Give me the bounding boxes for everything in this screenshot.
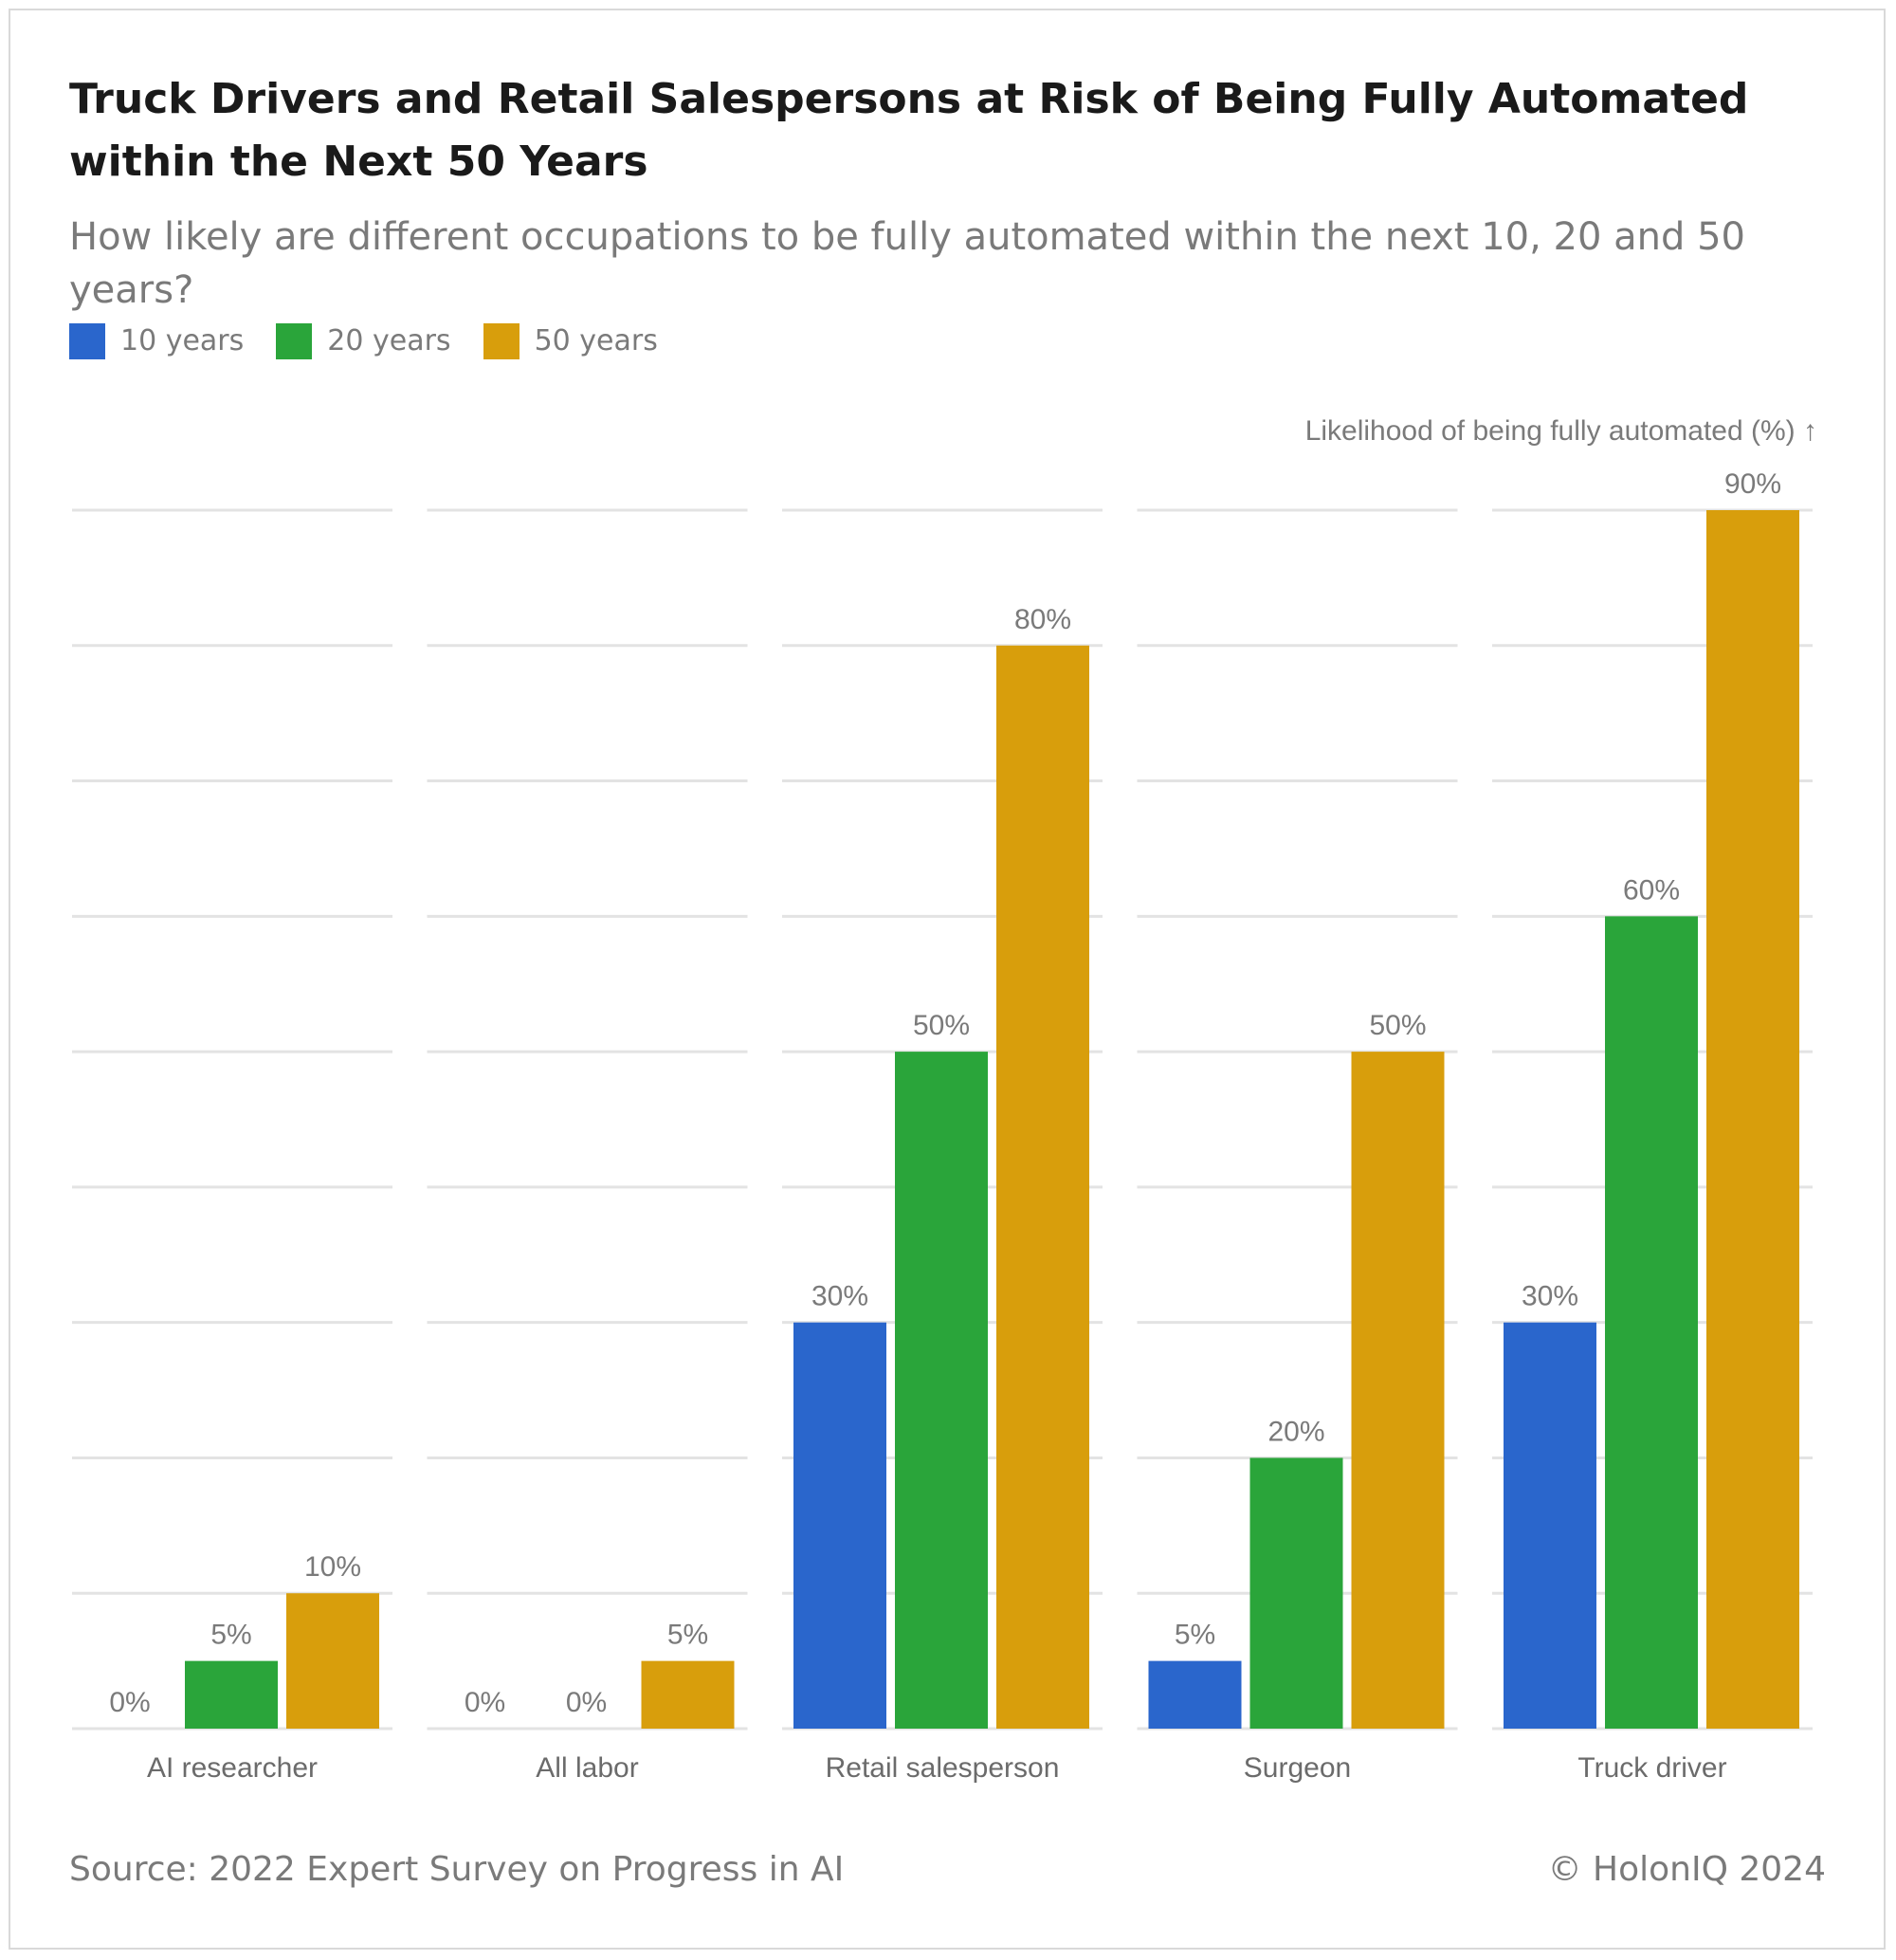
data-label: 0% xyxy=(109,1687,150,1718)
data-label: 10% xyxy=(304,1551,361,1583)
data-label: 30% xyxy=(811,1281,868,1312)
data-label: 0% xyxy=(465,1687,505,1718)
bar-20-years[interactable] xyxy=(895,1052,988,1729)
bar-50-years[interactable] xyxy=(996,645,1089,1729)
legend-label-20-years: 20 years xyxy=(327,324,451,357)
category-label: Surgeon xyxy=(1244,1752,1351,1784)
chart-subtitle: How likely are different occupations to … xyxy=(69,215,1746,312)
bars xyxy=(185,510,1799,1729)
bar-50-years[interactable] xyxy=(286,1593,379,1729)
legend-item-50-years[interactable]: 50 years xyxy=(483,321,658,362)
bar-50-years[interactable] xyxy=(641,1660,735,1729)
legend-item-20-years[interactable]: 20 years xyxy=(276,321,451,362)
data-label: 50% xyxy=(1369,1010,1426,1041)
category-label: All labor xyxy=(536,1752,638,1784)
data-label: 5% xyxy=(210,1620,251,1651)
bar-20-years[interactable] xyxy=(1605,916,1698,1729)
legend-label-10-years: 10 years xyxy=(120,324,245,357)
source-note: Source: 2022 Expert Survey on Progress i… xyxy=(69,1850,845,1889)
copyright-note: © HolonIQ 2024 xyxy=(1547,1850,1826,1889)
legend-item-10-years[interactable]: 10 years xyxy=(69,321,244,362)
data-label: 90% xyxy=(1724,468,1781,500)
data-label: 5% xyxy=(1175,1620,1215,1651)
data-label: 80% xyxy=(1014,604,1071,635)
data-label: 50% xyxy=(913,1010,970,1041)
legend: 10 years 20 years 50 years xyxy=(69,321,690,362)
data-label: 30% xyxy=(1522,1281,1578,1312)
bar-10-years[interactable] xyxy=(1148,1660,1242,1729)
legend-label-50-years: 50 years xyxy=(534,324,658,357)
legend-swatch-20-years xyxy=(276,323,313,359)
bar-10-years[interactable] xyxy=(1504,1322,1596,1729)
y-axis-label: Likelihood of being fully automated (%) … xyxy=(1305,415,1817,447)
data-label: 60% xyxy=(1623,874,1680,906)
bar-50-years[interactable] xyxy=(1351,1052,1445,1729)
data-label: 5% xyxy=(667,1620,708,1651)
legend-swatch-10-years xyxy=(69,323,105,359)
value-labels: 0% 5% 10% 0% 0% 5% 30% 50% 80% 5% 20% 50% 30% 60% 90% xyxy=(109,468,1781,1718)
data-label: 20% xyxy=(1267,1416,1324,1447)
legend-swatch-50-years xyxy=(483,323,520,359)
data-label: 0% xyxy=(566,1687,607,1718)
chart-frame xyxy=(9,9,1886,1950)
bar-10-years[interactable] xyxy=(793,1322,886,1729)
bar-20-years[interactable] xyxy=(1249,1457,1343,1729)
category-label: Retail salesperson xyxy=(826,1752,1060,1784)
bar-50-years[interactable] xyxy=(1706,510,1799,1729)
category-labels: AI researcher All labor Retail salesperson… xyxy=(147,1752,1727,1784)
category-label: AI researcher xyxy=(147,1752,318,1784)
chart-title: Truck Drivers and Retail Salespersons at… xyxy=(69,75,1749,186)
bar-20-years[interactable] xyxy=(185,1660,278,1729)
category-label: Truck driver xyxy=(1577,1752,1726,1784)
